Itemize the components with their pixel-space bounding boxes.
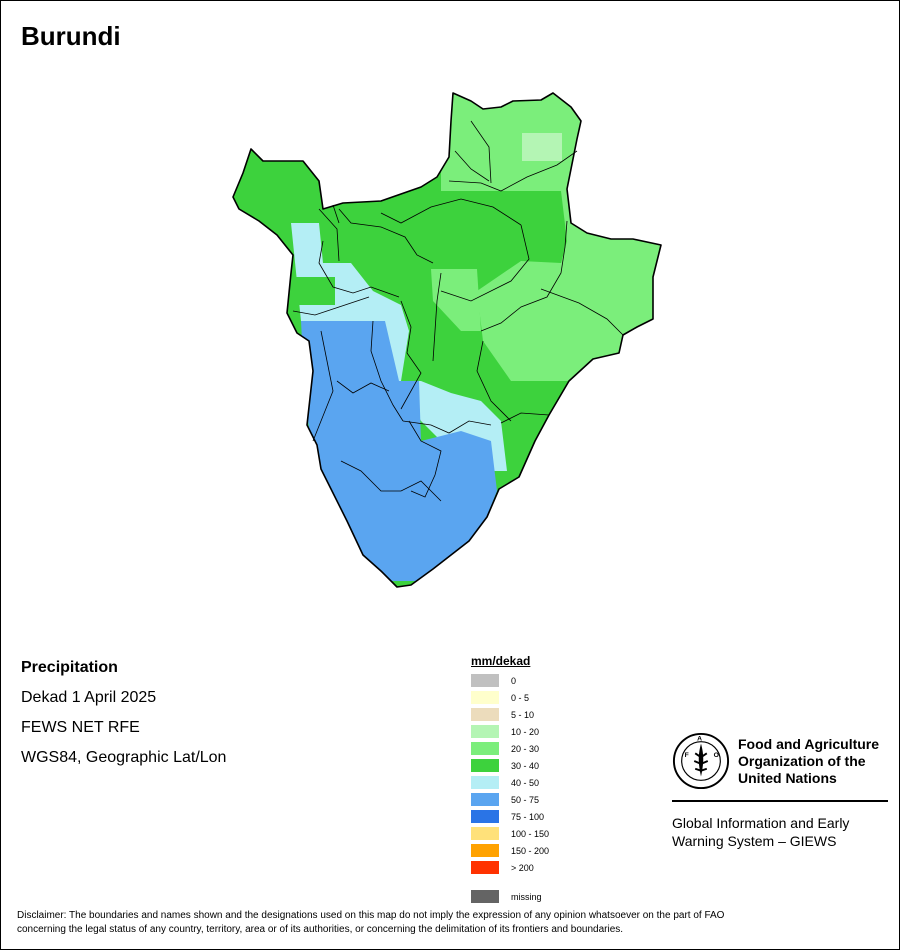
legend-swatch <box>471 759 499 772</box>
disclaimer-line: Disclaimer: The boundaries and names sho… <box>17 910 725 921</box>
legend-rows: 0 0 - 5 5 - 10 10 - 20 20 - 30 30 - 40 40 - 50… <box>471 672 549 876</box>
legend-swatch <box>471 844 499 857</box>
legend-swatch <box>471 861 499 874</box>
source-label: FEWS NET RFE <box>21 719 140 736</box>
fao-divider <box>672 800 888 802</box>
legend-item: 30 - 40 <box>471 757 549 774</box>
legend-label: 0 <box>511 675 517 686</box>
legend-item: 40 - 50 <box>471 774 549 791</box>
precipitation-map <box>232 92 662 588</box>
legend-item: 20 - 30 <box>471 740 549 757</box>
legend-swatch <box>471 810 499 823</box>
legend-item: 150 - 200 <box>471 842 549 859</box>
legend-item: > 200 <box>471 859 549 876</box>
legend-item: 100 - 150 <box>471 825 549 842</box>
legend-item-missing: missing <box>471 888 549 905</box>
map-info: Precipitation Dekad 1 April 2025 FEWS NE… <box>21 657 226 777</box>
precipitation-raster <box>233 93 661 587</box>
fao-name-line: Food and Agriculture <box>738 735 880 752</box>
disclaimer-line: concerning the legal status of any count… <box>17 924 624 935</box>
fao-branding: F O A Food and Agriculture Organization … <box>672 732 892 850</box>
legend-swatch <box>471 708 499 721</box>
legend-item: 10 - 20 <box>471 723 549 740</box>
legend-title: mm/dekad <box>471 654 531 668</box>
province-boundaries <box>292 120 624 502</box>
legend-item: 50 - 75 <box>471 791 549 808</box>
giews-name: Global Information and Early Warning Sys… <box>672 814 892 850</box>
raster-zone-20-30 <box>431 269 481 331</box>
legend-label: 0 - 5 <box>511 692 530 703</box>
variable-label: Precipitation <box>21 659 118 676</box>
raster-zone-20-30 <box>477 241 661 381</box>
legend-swatch <box>471 725 499 738</box>
legend-swatch <box>471 776 499 789</box>
legend-label: 5 - 10 <box>511 709 535 720</box>
fao-name-line: United Nations <box>738 769 837 786</box>
legend-swatch <box>471 674 499 687</box>
raster-zone-30-40 <box>291 277 335 305</box>
projection-label: WGS84, Geographic Lat/Lon <box>21 749 227 766</box>
svg-text:O: O <box>714 752 719 759</box>
disclaimer: Disclaimer: The boundaries and names sho… <box>17 909 887 937</box>
legend-label: 10 - 20 <box>511 726 540 737</box>
giews-line: Warning System – GIEWS <box>672 833 837 849</box>
legend-label: > 200 <box>511 862 534 873</box>
fao-name-line: Organization of the <box>738 752 866 769</box>
legend-label: 75 - 100 <box>511 811 545 822</box>
legend-item: 0 - 5 <box>471 689 549 706</box>
country-outline <box>232 92 662 588</box>
legend-item: 75 - 100 <box>471 808 549 825</box>
legend-label: 30 - 40 <box>511 760 540 771</box>
legend-item: 5 - 10 <box>471 706 549 723</box>
legend-swatch <box>471 827 499 840</box>
legend-label: 150 - 200 <box>511 845 550 856</box>
legend-label: 40 - 50 <box>511 777 540 788</box>
fao-logo-icon: F O A <box>672 732 730 790</box>
period-label: Dekad 1 April 2025 <box>21 689 157 706</box>
legend-item: 0 <box>471 672 549 689</box>
fao-name: Food and Agriculture Organization of the… <box>738 736 879 787</box>
legend: mm/dekad 0 0 - 5 5 - 10 10 - 20 20 - 30 30 - … <box>471 654 549 905</box>
raster-zone-40-50 <box>291 223 507 471</box>
legend-label: missing <box>511 891 542 902</box>
raster-zone-10-20 <box>522 133 562 161</box>
legend-swatch <box>471 691 499 704</box>
legend-label: 50 - 75 <box>511 794 540 805</box>
fao-logo-letters: F <box>685 752 689 759</box>
legend-swatch <box>471 793 499 806</box>
giews-line: Global Information and Early <box>672 815 850 831</box>
svg-text:A: A <box>697 736 702 743</box>
map-title: Burundi <box>21 21 121 51</box>
legend-swatch <box>471 890 499 903</box>
raster-zone-50-75 <box>301 321 497 581</box>
legend-label: 20 - 30 <box>511 743 540 754</box>
legend-swatch <box>471 742 499 755</box>
legend-label: 100 - 150 <box>511 828 550 839</box>
